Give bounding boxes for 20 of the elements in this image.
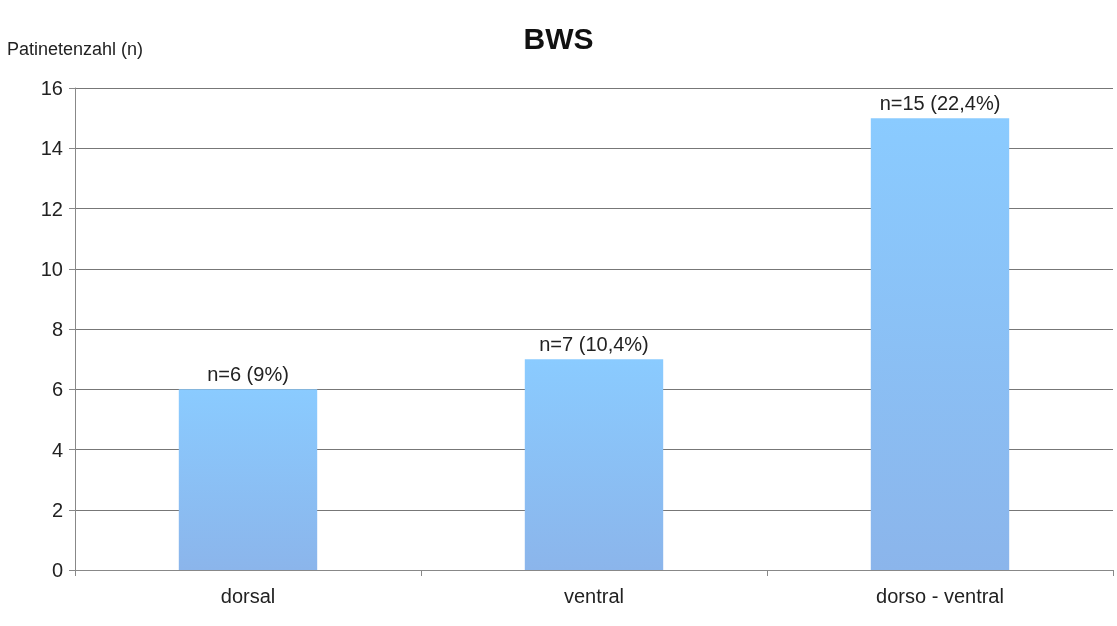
y-tick-label: 4 <box>51 438 63 461</box>
data-label: n=15 (22,4%) <box>879 92 1001 115</box>
y-tick-label: 0 <box>51 559 63 581</box>
bar <box>178 389 318 570</box>
x-tick-label: ventral <box>563 585 625 607</box>
x-tick-label: dorsal <box>220 585 276 607</box>
data-label: n=7 (10,4%) <box>539 333 649 356</box>
y-tick-label: 14 <box>40 137 63 160</box>
x-tick-label: dorso - ventral <box>876 585 1004 607</box>
chart-title: BWS <box>523 21 594 55</box>
y-axis-title: Patinetenzahl (n) <box>7 39 144 59</box>
y-tick-label: 12 <box>40 197 63 220</box>
y-tick-label: 6 <box>51 378 63 401</box>
bar <box>524 359 664 570</box>
y-tick-label: 2 <box>51 498 63 521</box>
y-tick-label: 8 <box>51 318 63 340</box>
data-label: n=6 (9%) <box>207 363 289 386</box>
y-tick-label: 10 <box>40 257 63 280</box>
bar <box>870 118 1010 570</box>
y-tick-label: 16 <box>40 77 63 99</box>
